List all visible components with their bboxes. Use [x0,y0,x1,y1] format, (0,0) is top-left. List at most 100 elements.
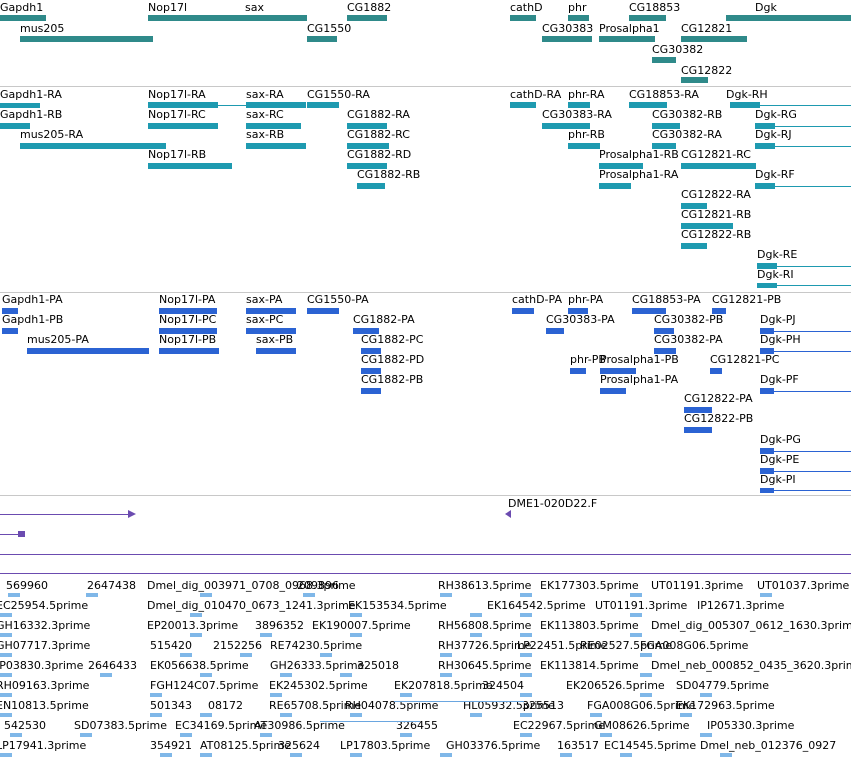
gene-label[interactable]: CG12822 [681,64,733,77]
transcript-bar[interactable] [755,123,775,129]
peptide-bar[interactable] [654,348,676,354]
est-marker[interactable] [640,693,652,697]
est-marker[interactable] [700,693,712,697]
transcript-label[interactable]: Dgk-RI [757,268,794,281]
est-marker[interactable] [0,693,12,697]
est-label[interactable]: EC14545.5prime [604,739,697,752]
est-marker[interactable] [190,613,202,617]
peptide-label[interactable]: CG12822-PB [684,412,754,425]
peptide-bar[interactable] [760,348,774,354]
est-label[interactable]: RH38613.5prime [438,579,532,592]
peptide-bar[interactable] [546,328,564,334]
est-label[interactable]: EK164542.5prime [487,599,586,612]
transcript-bar[interactable] [599,163,643,169]
transcript-label[interactable]: sax-RB [246,128,285,141]
transcript-bar[interactable] [510,102,536,108]
gene-bar[interactable] [568,15,589,21]
transcript-bar[interactable] [568,102,590,108]
est-marker[interactable] [8,593,20,597]
gene-label[interactable]: cathD [510,1,543,14]
est-label[interactable]: EK190007.5prime [312,619,411,632]
est-marker[interactable] [720,753,732,757]
est-marker[interactable] [470,613,482,617]
gene-bar[interactable] [599,36,655,42]
peptide-label[interactable]: Prosalpha1-PB [600,353,679,366]
clone-label[interactable]: DME1-020D22.F [508,497,598,510]
peptide-label[interactable]: Dgk-PE [760,453,800,466]
peptide-label[interactable]: CG12821-PC [710,353,780,366]
est-label[interactable]: GH03376.5prime [446,739,541,752]
peptide-label[interactable]: mus205-PA [27,333,89,346]
est-marker[interactable] [350,713,362,717]
clone-bar[interactable] [18,531,25,537]
est-marker[interactable] [260,733,272,737]
transcript-bar[interactable] [347,143,389,149]
est-label[interactable]: 209896 [297,579,339,592]
est-marker[interactable] [320,653,332,657]
gene-label[interactable]: mus205 [20,22,65,35]
est-line[interactable] [320,721,420,722]
transcript-bar[interactable] [148,102,218,108]
est-label[interactable]: Dmel_dig_003971_0708_0968.3prime [147,579,356,592]
peptide-label[interactable]: CG30383-PA [546,313,615,326]
gene-label[interactable]: CG30382 [652,43,704,56]
peptide-label[interactable]: Prosalpha1-PA [600,373,679,386]
transcript-bar[interactable] [357,183,385,189]
transcript-label[interactable]: Nop17l-RC [148,108,206,121]
transcript-label[interactable]: Dgk-RE [757,248,798,261]
gene-bar[interactable] [726,15,851,21]
peptide-label[interactable]: CG30382-PB [654,313,724,326]
gene-label[interactable]: CG18853 [629,1,681,14]
est-label[interactable]: GH26333.5prime [270,659,365,672]
est-marker[interactable] [520,633,532,637]
est-marker[interactable] [440,673,452,677]
transcript-bar[interactable] [629,102,667,108]
transcript-bar[interactable] [246,102,306,108]
peptide-bar[interactable] [2,328,18,334]
transcript-label[interactable]: Nop17l-RA [148,88,206,101]
est-marker[interactable] [520,673,532,677]
transcript-label[interactable]: CG30382-RB [652,108,723,121]
est-label[interactable]: 569960 [6,579,48,592]
gene-bar[interactable] [542,36,592,42]
est-marker[interactable] [680,713,692,717]
est-label[interactable]: RH56808.5prime [438,619,532,632]
est-label[interactable]: Dmel_dig_010470_0673_1241.3prime [147,599,356,612]
peptide-bar[interactable] [654,328,674,334]
transcript-bar[interactable] [755,183,775,189]
est-marker[interactable] [400,693,412,697]
peptide-bar[interactable] [246,328,296,334]
est-label[interactable]: RH30645.5prime [438,659,532,672]
transcript-label[interactable]: Dgk-RG [755,108,797,121]
est-marker[interactable] [0,753,12,757]
est-label[interactable]: 2646433 [88,659,137,672]
gene-bar[interactable] [245,15,307,21]
est-label[interactable]: RE74230.5prime [270,639,363,652]
transcript-bar[interactable] [148,163,232,169]
est-label[interactable]: RE65708.5prime [269,699,362,712]
est-marker[interactable] [200,673,212,677]
est-marker[interactable] [0,673,12,677]
est-marker[interactable] [560,753,572,757]
peptide-label[interactable]: CG1882-PA [353,313,415,326]
est-marker[interactable] [80,733,92,737]
est-marker[interactable] [200,713,212,717]
peptide-bar[interactable] [353,328,379,334]
est-label[interactable]: AT30986.5prime [254,719,345,732]
transcript-bar[interactable] [246,143,306,149]
est-marker[interactable] [340,673,352,677]
peptide-bar[interactable] [570,368,586,374]
transcript-label[interactable]: CG1882-RB [357,168,421,181]
est-marker[interactable] [200,593,212,597]
est-label[interactable]: 542530 [4,719,46,732]
est-label[interactable]: 326455 [396,719,438,732]
peptide-bar[interactable] [307,308,339,314]
peptide-label[interactable]: CG1550-PA [307,293,369,306]
est-label[interactable]: SD07383.5prime [74,719,167,732]
gene-label[interactable]: Prosalpha1 [599,22,660,35]
est-label[interactable]: LP17803.5prime [340,739,431,752]
transcript-bar[interactable] [347,123,387,129]
est-label[interactable]: 2152256 [213,639,262,652]
peptide-bar[interactable] [361,368,381,374]
peptide-bar[interactable] [512,308,534,314]
